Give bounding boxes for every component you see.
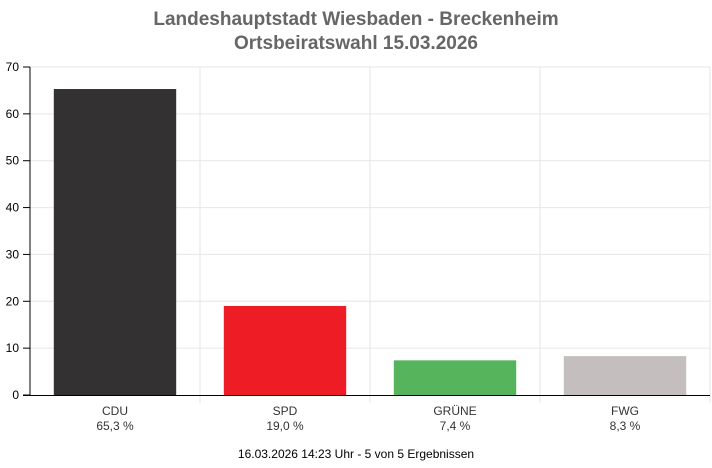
y-tick-label: 10 — [6, 341, 20, 355]
x-category-label: FWG — [611, 404, 639, 418]
bar-spd[interactable] — [223, 305, 347, 395]
x-category-label: GRÜNE — [433, 404, 476, 418]
bar-fwg[interactable] — [563, 356, 687, 395]
y-tick-label: 20 — [6, 294, 20, 308]
y-tick-label: 60 — [6, 107, 20, 121]
y-tick-label: 70 — [6, 60, 20, 74]
x-value-label: 65,3 % — [96, 419, 134, 433]
x-value-label: 19,0 % — [266, 419, 304, 433]
y-tick-label: 0 — [12, 388, 19, 402]
bar-cdu[interactable] — [53, 89, 177, 395]
axes — [23, 66, 710, 396]
y-tick-label: 30 — [6, 247, 20, 261]
x-value-label: 7,4 % — [440, 419, 471, 433]
y-tick-label: 50 — [6, 154, 20, 168]
chart-subtitle: Ortsbeiratswahl 15.03.2026 — [234, 33, 478, 54]
chart-title: Landeshauptstadt Wiesbaden - Breckenheim — [153, 9, 559, 30]
y-tick-label: 40 — [6, 201, 20, 215]
x-category-label: SPD — [273, 404, 298, 418]
bars — [53, 89, 687, 395]
x-category-label: CDU — [102, 404, 128, 418]
result-footer: 16.03.2026 14:23 Uhr - 5 von 5 Ergebniss… — [237, 447, 475, 461]
x-value-label: 8,3 % — [610, 419, 641, 433]
bar-grüne[interactable] — [393, 360, 517, 395]
